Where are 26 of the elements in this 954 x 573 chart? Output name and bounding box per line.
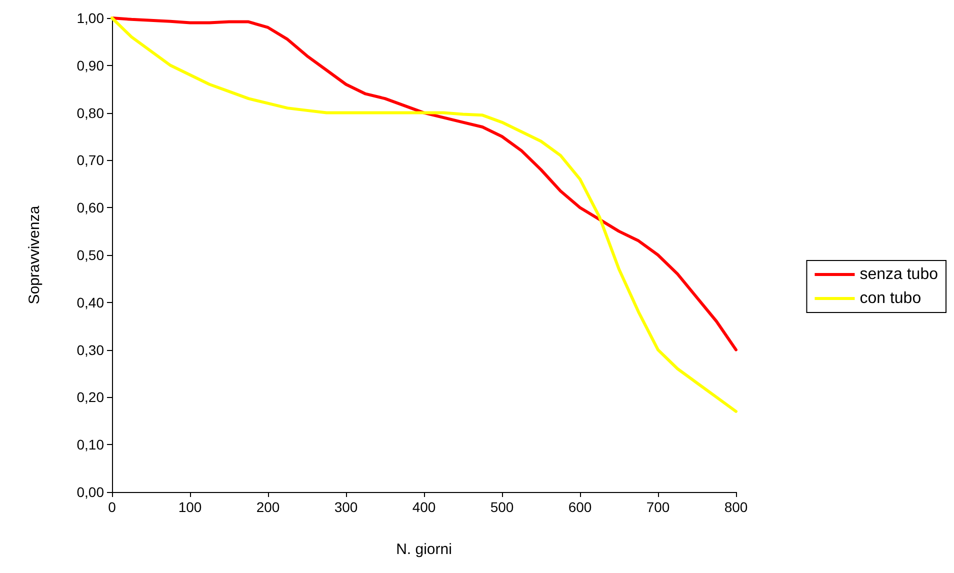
x-tick-label: 200 xyxy=(256,499,280,515)
y-tick-label: 0,80 xyxy=(76,104,104,121)
y-tick-label: 0,60 xyxy=(76,200,104,216)
y-tick-label: 0,70 xyxy=(76,152,104,168)
legend-label: con tubo xyxy=(860,290,922,307)
y-tick-label: 0,50 xyxy=(76,247,104,263)
x-axis-title: N. giorni xyxy=(396,541,452,558)
y-axis-title: Sopravvivenza xyxy=(26,205,43,304)
y-tick-label: 1,00 xyxy=(76,10,104,26)
legend-label: senza tubo xyxy=(860,266,938,283)
y-tick-label: 0,20 xyxy=(76,389,104,406)
y-tick-label: 0,30 xyxy=(76,342,104,358)
y-tick-label: 0,40 xyxy=(76,294,104,310)
x-tick-label: 700 xyxy=(646,499,670,515)
x-tick-label: 500 xyxy=(490,499,514,515)
y-tick-label: 0,00 xyxy=(76,484,104,500)
y-tick-label: 0,90 xyxy=(76,57,104,74)
x-tick-label: 0 xyxy=(108,499,116,515)
x-tick-label: 800 xyxy=(724,499,748,515)
x-tick-label: 100 xyxy=(178,499,202,515)
line-series xyxy=(110,16,738,413)
x-tick-label: 600 xyxy=(568,499,592,515)
x-tick-label: 300 xyxy=(334,499,358,515)
line-series xyxy=(110,16,738,352)
x-tick-label: 400 xyxy=(412,499,436,515)
y-tick-label: 0,10 xyxy=(76,436,104,453)
